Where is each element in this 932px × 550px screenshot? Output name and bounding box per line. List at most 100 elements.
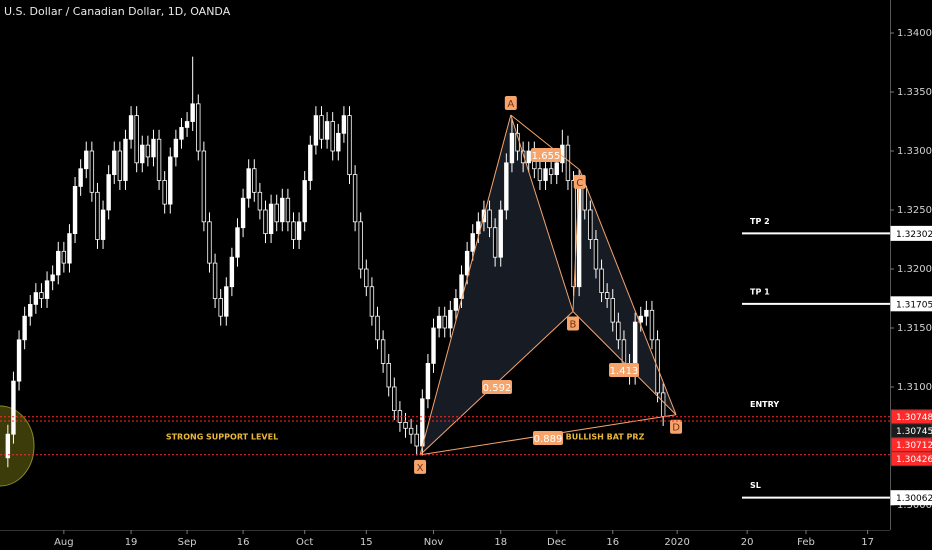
- candle-body: [229, 256, 235, 288]
- candle-body: [268, 203, 274, 235]
- pattern-leg: [419, 114, 512, 455]
- candle-body: [324, 121, 330, 140]
- ratio-label: 1.413: [610, 366, 639, 377]
- candle-body: [655, 339, 660, 394]
- candle-body: [369, 286, 375, 317]
- candle-body: [179, 127, 184, 140]
- chart-title: U.S. Dollar / Canadian Dollar, 1D, OANDA: [4, 5, 231, 18]
- candle-body: [621, 339, 627, 364]
- level-name: TP 2: [750, 217, 770, 226]
- pattern-point-label: D: [672, 423, 680, 434]
- candle-body: [448, 309, 453, 329]
- level-label-box: [890, 490, 932, 506]
- candle-body: [106, 174, 111, 211]
- pattern-leg: [510, 114, 574, 312]
- candle-body: [280, 197, 285, 223]
- ratio-label: 1.655: [532, 151, 561, 162]
- candle-body: [218, 298, 223, 317]
- candle-body: [588, 209, 593, 240]
- level-label: 1.32302: [896, 230, 932, 240]
- level-label-box: [890, 225, 932, 241]
- candle-body: [392, 386, 397, 411]
- x-tick-label: 19: [125, 537, 138, 548]
- candle-body: [537, 168, 543, 181]
- candle-body: [16, 339, 22, 382]
- y-tick-label: 1.34000: [897, 28, 932, 39]
- x-tick-label: 17: [861, 537, 874, 548]
- candle-body: [313, 115, 319, 146]
- level-label-box: [890, 451, 932, 467]
- candle-body: [257, 191, 263, 211]
- ratio-label: 0.889: [534, 434, 563, 445]
- candle-body: [33, 292, 39, 305]
- candle-body: [151, 138, 156, 158]
- candle-body: [61, 250, 67, 264]
- y-tick-label: 1.31500: [897, 323, 932, 334]
- y-tick-label: 1.32500: [897, 205, 932, 216]
- ratio-box: [533, 431, 563, 445]
- ratio-box: [609, 363, 639, 377]
- candle-body: [425, 363, 431, 400]
- candle-body: [560, 144, 565, 164]
- level-label: 1.30712: [896, 441, 932, 451]
- candle-body: [190, 103, 195, 122]
- y-tick-label: 1.33500: [897, 87, 932, 98]
- candle-body: [520, 150, 526, 164]
- level-label-box: [890, 296, 932, 312]
- candle-body: [196, 103, 201, 152]
- candle-body: [212, 262, 218, 299]
- x-tick-label: 16: [237, 537, 250, 548]
- candle-body: [302, 180, 307, 223]
- candle-body: [436, 315, 442, 329]
- candle-body: [403, 421, 408, 429]
- pattern-point-label: B: [570, 319, 577, 330]
- pattern-point-label: A: [507, 99, 514, 110]
- pattern-leg: [572, 169, 581, 312]
- y-tick-label: 1.30000: [897, 500, 932, 511]
- candle-body: [431, 327, 436, 364]
- candle-body: [599, 268, 604, 294]
- candle-body: [44, 280, 50, 299]
- candle-body: [39, 292, 44, 299]
- candle-body: [224, 286, 229, 317]
- level-name: TP 1: [750, 287, 770, 296]
- candle-body: [56, 250, 61, 276]
- candle-body: [554, 162, 559, 176]
- candle-body: [140, 144, 145, 164]
- candle-body: [50, 274, 55, 282]
- candle-body: [380, 339, 386, 364]
- candle-body: [134, 115, 139, 164]
- candle-body: [112, 150, 117, 176]
- pattern-point: [504, 96, 517, 111]
- x-tick-label: Sep: [178, 537, 197, 548]
- candle-body: [22, 315, 27, 341]
- candle-body: [5, 433, 11, 459]
- pattern-point-label: X: [417, 463, 424, 474]
- candle-body: [616, 321, 621, 341]
- pattern-fill: [572, 169, 677, 415]
- pattern-point: [573, 174, 586, 189]
- candle-body: [571, 180, 576, 288]
- pattern-leg: [510, 114, 581, 171]
- candle-body: [72, 186, 78, 235]
- candle-body: [100, 209, 106, 240]
- candle-body: [123, 138, 128, 181]
- pattern-point: [670, 419, 683, 434]
- candle-body: [162, 180, 167, 205]
- level-label: 1.31705: [896, 300, 932, 310]
- candle-body: [207, 221, 212, 264]
- candle-body: [128, 115, 134, 140]
- x-tick-label: Aug: [54, 537, 74, 548]
- candle-body: [526, 150, 531, 164]
- candle-body: [358, 221, 363, 270]
- ratio-box: [531, 148, 561, 162]
- candle-body: [263, 209, 268, 235]
- candle-body: [117, 150, 123, 181]
- level-name: SL: [750, 481, 761, 490]
- candle-body: [543, 168, 548, 181]
- candle-body: [414, 433, 419, 447]
- candle-body: [582, 186, 587, 211]
- pattern-point-label: C: [576, 178, 583, 189]
- candle-body: [67, 233, 72, 264]
